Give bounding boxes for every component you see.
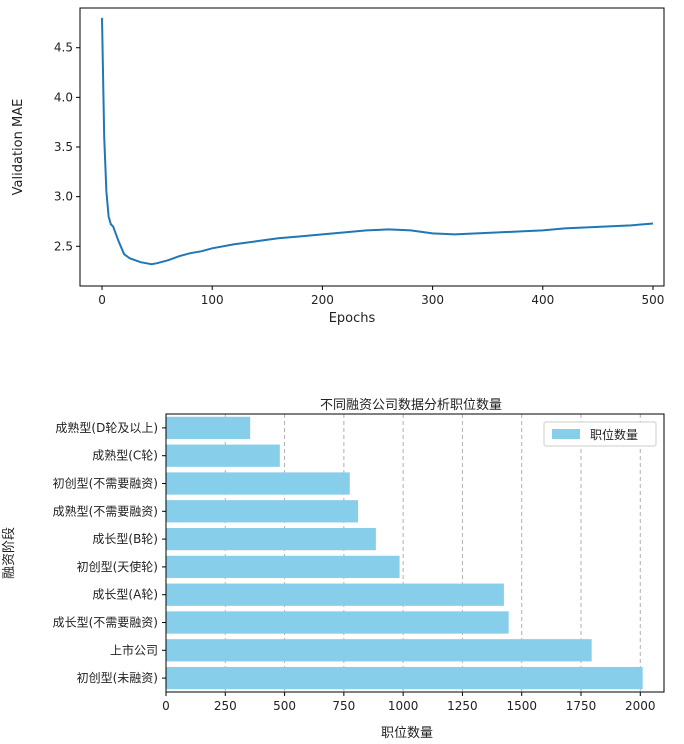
x-tick-label: 0 xyxy=(162,699,170,713)
x-tick-label: 1750 xyxy=(566,699,597,713)
category-label: 成熟型(C轮) xyxy=(92,448,158,463)
x-tick-label: 500 xyxy=(273,699,296,713)
validation-mae-line-chart: 0 100 200 300 400 500 2.5 3.0 3.5 4.0 4.5 Epochs Val… xyxy=(11,7,665,326)
bar xyxy=(166,639,592,662)
x-tick-label: 250 xyxy=(214,699,237,713)
x-tick-label: 1500 xyxy=(506,699,537,713)
category-label: 初创型(不需要融资) xyxy=(53,477,158,491)
bar xyxy=(166,611,509,634)
x-tick-label: 200 xyxy=(311,293,334,307)
category-label: 初创型(未融资) xyxy=(77,671,158,685)
y-tick-label: 4.0 xyxy=(54,90,73,104)
y-tick-label: 4.5 xyxy=(54,41,73,55)
x-tick-label: 500 xyxy=(642,293,665,307)
x-axis-label: 职位数量 xyxy=(381,726,433,741)
y-tick-label: 3.0 xyxy=(54,190,73,204)
bar xyxy=(166,555,400,579)
x-tick-label: 0 xyxy=(98,293,106,307)
category-label: 成长型(A轮) xyxy=(92,588,158,602)
category-label: 成熟型(D轮及以上) xyxy=(55,420,158,435)
legend-box xyxy=(543,421,657,447)
bar xyxy=(166,416,251,440)
legend-label: 职位数量 xyxy=(590,427,638,442)
bar xyxy=(166,500,359,523)
category-label: 上市公司 xyxy=(110,642,158,657)
bar xyxy=(166,472,350,495)
category-label: 成长型(不需要融资) xyxy=(53,616,158,630)
bar xyxy=(166,583,504,606)
mae-line xyxy=(101,17,654,266)
category-label: 成长型(B轮) xyxy=(92,532,158,546)
plot-frame xyxy=(79,7,665,287)
chart-title: 不同融资公司数据分析职位数量 xyxy=(320,398,502,413)
category-label: 初创型(天使轮) xyxy=(77,559,158,574)
x-tick-label: 400 xyxy=(531,293,554,307)
legend-swatch xyxy=(552,429,580,439)
y-tick-label: 2.5 xyxy=(54,239,73,253)
bar xyxy=(166,666,643,690)
x-tick-label: 100 xyxy=(201,293,224,307)
category-label: 成熟型(不需要融资) xyxy=(53,503,158,518)
x-axis-label: Epochs xyxy=(329,311,376,326)
x-tick-label: 1250 xyxy=(447,699,478,713)
plot-frame xyxy=(165,413,665,693)
y-axis-label: Validation MAE xyxy=(11,99,26,196)
x-tick-label: 2000 xyxy=(625,699,656,713)
bar xyxy=(166,444,280,467)
y-axis-label: 融资阶段 xyxy=(2,527,17,579)
x-tick-label: 750 xyxy=(332,699,355,713)
x-tick-label: 1000 xyxy=(388,699,419,713)
bar xyxy=(166,527,376,551)
y-tick-label: 3.5 xyxy=(54,140,73,154)
x-tick-label: 300 xyxy=(421,293,444,307)
